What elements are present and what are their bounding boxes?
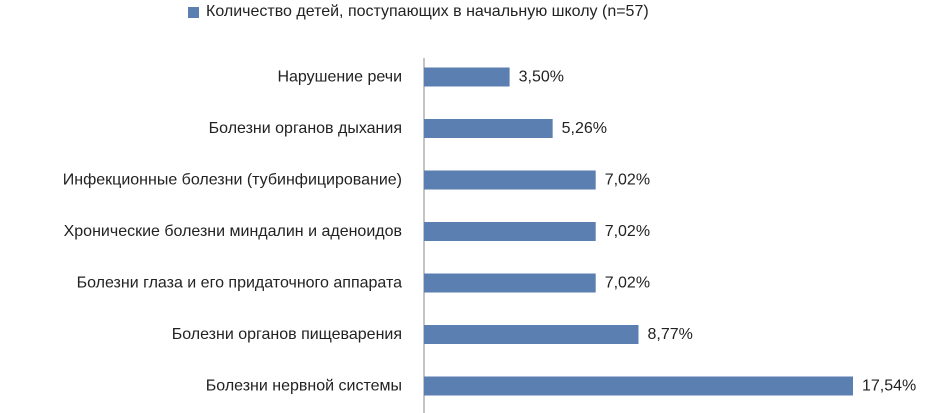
bar <box>424 376 853 396</box>
category-labels: Нарушение речи Болезни органов дыхания Инф… <box>63 69 402 395</box>
bar <box>424 170 596 190</box>
category-label: Болезни нервной системы <box>206 378 402 395</box>
value-label: 7,02% <box>605 223 650 240</box>
value-label: 8,77% <box>648 326 693 343</box>
value-labels: 3,50% 5,26% 7,02% 7,02% 7,02% 8,77% 17,54% <box>519 69 917 395</box>
bars-group <box>424 67 853 396</box>
value-label: 7,02% <box>605 172 650 189</box>
value-label: 3,50% <box>519 69 564 86</box>
bar <box>424 325 639 344</box>
bar <box>424 273 596 293</box>
category-label: Болезни глаза и его придаточного аппарат… <box>77 275 403 292</box>
category-label: Нарушение речи <box>277 69 402 86</box>
legend-label: Количество детей, поступающих в начальну… <box>206 3 649 20</box>
category-label: Болезни органов дыхания <box>209 120 402 137</box>
value-label: 5,26% <box>562 120 607 137</box>
category-label: Хронические болезни миндалин и аденоидов <box>64 223 402 240</box>
bar <box>424 119 553 138</box>
legend-swatch <box>188 6 199 18</box>
category-label: Инфекционные болезни (тубинфицирование) <box>63 172 402 189</box>
chart-legend: Количество детей, поступающих в начальну… <box>188 3 649 21</box>
value-label: 17,54% <box>862 378 916 395</box>
value-label: 7,02% <box>605 275 650 292</box>
category-label: Болезни органов пищеварения <box>172 326 402 343</box>
bar <box>424 222 596 241</box>
bar <box>424 67 510 87</box>
